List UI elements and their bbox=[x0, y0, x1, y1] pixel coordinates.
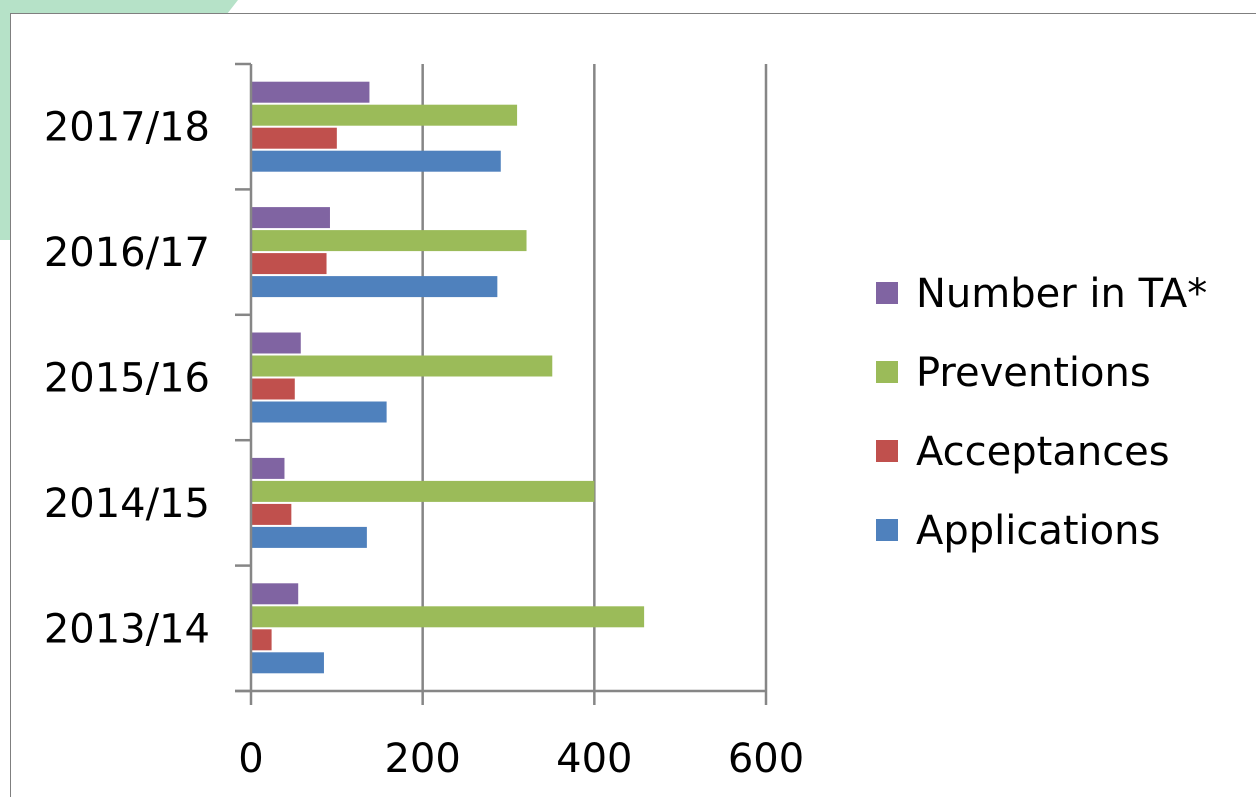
bar-preventions-2017-18 bbox=[251, 104, 518, 126]
legend-swatch-applications bbox=[876, 519, 898, 541]
bars bbox=[251, 81, 645, 674]
bar-acceptances-2015-16 bbox=[251, 378, 295, 400]
category-label-2013-14: 2013/14 bbox=[44, 606, 210, 652]
chart-frame bbox=[10, 13, 1256, 797]
bar-applications-2015-16 bbox=[251, 401, 387, 423]
bar-acceptances-2013-14 bbox=[251, 629, 272, 651]
category-labels: 2013/14 2014/15 2015/16 2016/17 2017/18 bbox=[44, 105, 210, 653]
bar-preventions-2016-17 bbox=[251, 230, 527, 252]
bar-acceptances-2014-15 bbox=[251, 503, 292, 525]
legend: Number in TA* Preventions Acceptances Appli… bbox=[876, 271, 1207, 554]
bar-preventions-2015-16 bbox=[251, 355, 553, 377]
bar-number-in-ta-2014-15 bbox=[251, 457, 285, 479]
legend-swatch-acceptances bbox=[876, 440, 898, 462]
bar-preventions-2014-15 bbox=[251, 480, 595, 502]
bar-number-in-ta-2017-18 bbox=[251, 81, 370, 103]
bar-preventions-2013-14 bbox=[251, 606, 645, 628]
legend-swatch-number-in-ta bbox=[876, 282, 898, 304]
bar-number-in-ta-2016-17 bbox=[251, 207, 330, 229]
category-label-2015-16: 2015/16 bbox=[44, 356, 210, 402]
x-tick-label-0: 0 bbox=[238, 736, 263, 782]
x-tick-label-400: 400 bbox=[556, 736, 632, 782]
bar-acceptances-2016-17 bbox=[251, 253, 327, 275]
category-label-2016-17: 2016/17 bbox=[44, 230, 210, 276]
bar-number-in-ta-2015-16 bbox=[251, 332, 301, 354]
bar-acceptances-2017-18 bbox=[251, 127, 337, 149]
bar-applications-2014-15 bbox=[251, 526, 367, 548]
x-tick-labels: 0 200 400 600 bbox=[238, 736, 804, 782]
x-tick-label-200: 200 bbox=[384, 736, 460, 782]
category-label-2017-18: 2017/18 bbox=[44, 105, 210, 151]
category-label-2014-15: 2014/15 bbox=[44, 481, 210, 527]
x-tick-label-600: 600 bbox=[728, 736, 804, 782]
bar-applications-2017-18 bbox=[251, 150, 501, 172]
legend-label-number-in-ta: Number in TA* bbox=[916, 271, 1207, 317]
legend-label-applications: Applications bbox=[916, 508, 1160, 554]
legend-label-preventions: Preventions bbox=[916, 350, 1151, 396]
bar-applications-2016-17 bbox=[251, 276, 498, 298]
axes bbox=[235, 62, 768, 705]
legend-label-acceptances: Acceptances bbox=[916, 429, 1170, 475]
bar-applications-2013-14 bbox=[251, 652, 324, 674]
bar-number-in-ta-2013-14 bbox=[251, 583, 299, 605]
legend-swatch-preventions bbox=[876, 361, 898, 383]
